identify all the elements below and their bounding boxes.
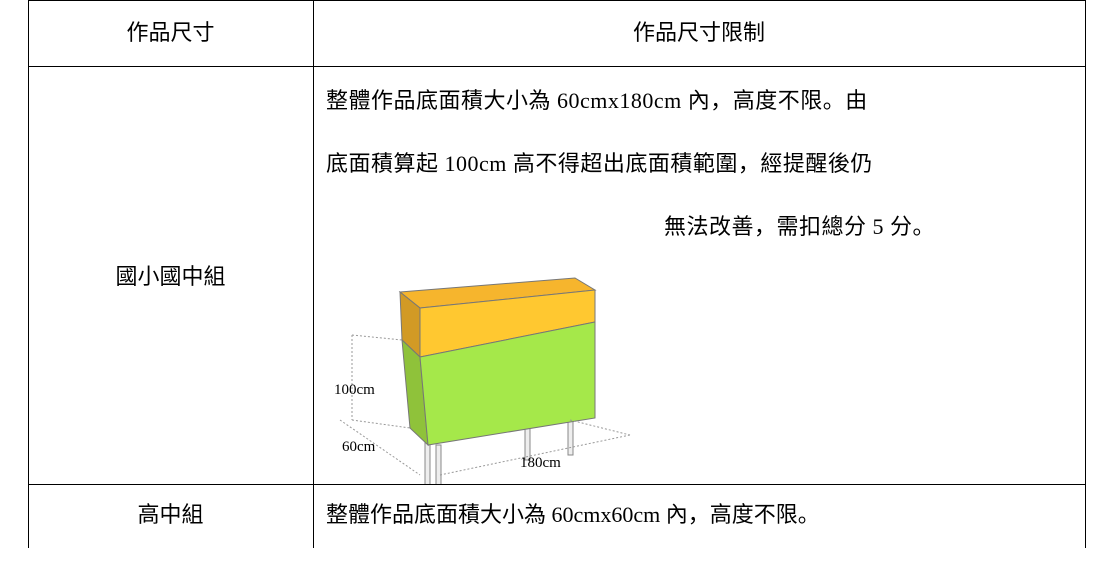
border — [1085, 0, 1086, 548]
group-cell: 國小國中組 — [115, 264, 226, 289]
text-line: 底面積算起 100cm 高不得超出底面積範圍，經提醒後仍 — [326, 151, 873, 176]
text-line: 無法改善，需扣總分 5 分。 — [664, 214, 936, 239]
border — [313, 0, 314, 548]
header-cell: 作品尺寸 — [126, 20, 215, 45]
dim-label: 60cm — [342, 439, 376, 455]
box-front — [419, 321, 596, 446]
diagram: 100cm 60cm 180cm — [334, 277, 631, 484]
leg — [424, 439, 431, 484]
border — [28, 0, 1086, 1]
dim-label: 100cm — [334, 382, 375, 398]
text-line: 整體作品底面積大小為 60cmx60cm 內，高度不限。 — [326, 502, 820, 527]
dim-label: 180cm — [520, 455, 561, 471]
border — [28, 66, 1086, 67]
border — [28, 484, 1086, 485]
leg — [435, 444, 442, 484]
group-cell: 高中組 — [137, 502, 204, 527]
border — [28, 0, 29, 548]
header-cell: 作品尺寸限制 — [632, 20, 765, 45]
text-line: 整體作品底面積大小為 60cmx180cm 內，高度不限。由 — [326, 88, 868, 113]
